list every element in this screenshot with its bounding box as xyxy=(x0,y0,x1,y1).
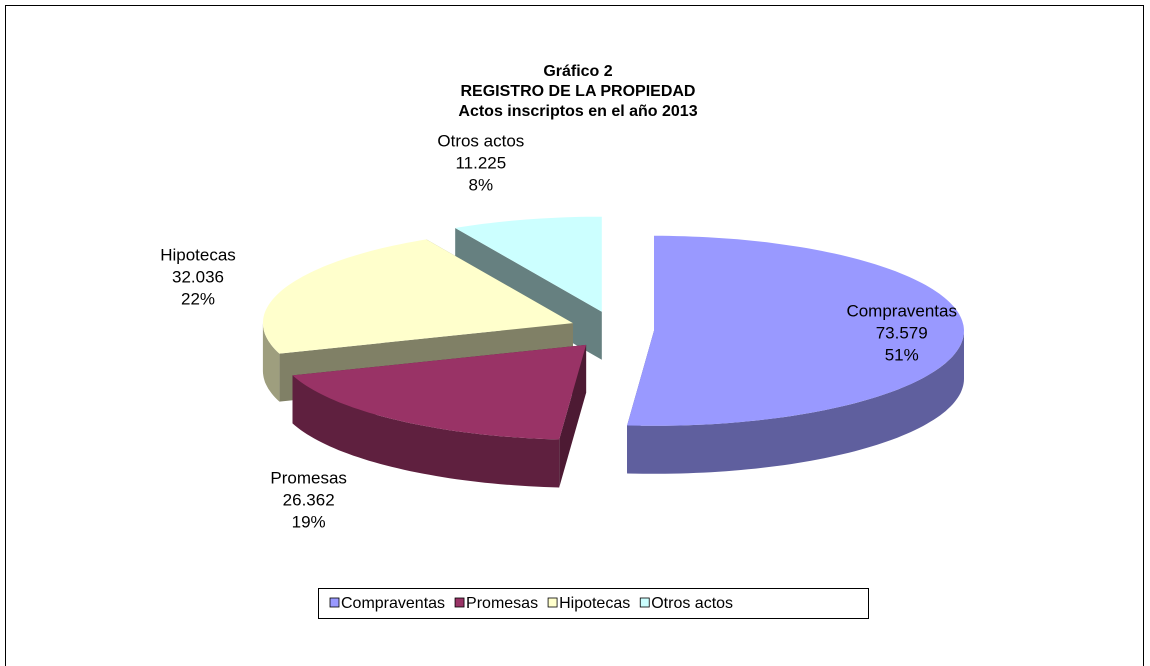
legend-swatch xyxy=(454,597,465,608)
slice xyxy=(262,239,573,354)
data-labels: Otros actos 11.225 8% Hipotecas 32.036 22% Com… xyxy=(160,132,957,532)
slice-side xyxy=(292,375,560,488)
legend-label: Compraventas xyxy=(341,595,445,612)
data-label: Compraventas xyxy=(846,302,957,321)
slice xyxy=(627,235,964,474)
chart-title: REGISTRO DE LA PROPIEDAD xyxy=(461,83,696,100)
legend-swatch xyxy=(639,597,650,608)
legend-box xyxy=(318,588,869,619)
slice xyxy=(455,216,602,312)
legend-swatch xyxy=(547,597,558,608)
data-label: Otros actos xyxy=(437,132,524,151)
data-label: 51% xyxy=(885,346,919,365)
chart-title: Actos inscriptos en el año 2013 xyxy=(458,103,697,120)
data-label: 32.036 xyxy=(172,267,224,286)
data-label: 26.362 xyxy=(283,491,335,510)
legend-swatch xyxy=(329,597,340,608)
chart-border xyxy=(5,5,1144,666)
data-label: 11.225 xyxy=(455,154,506,173)
legend-label: Hipotecas xyxy=(559,595,630,612)
data-label: 73.579 xyxy=(876,324,928,343)
data-label: Promesas xyxy=(270,469,347,488)
data-label: 8% xyxy=(469,176,494,195)
chart-title: Gráfico 2 xyxy=(543,63,612,80)
data-label: 19% xyxy=(292,513,326,532)
legend: Compraventas Promesas Hipotecas Otros actos xyxy=(329,595,733,612)
slice xyxy=(292,344,587,440)
legend-label: Otros actos xyxy=(651,595,733,612)
legend-label: Promesas xyxy=(466,595,538,612)
slice-side xyxy=(627,330,964,474)
pie xyxy=(262,216,964,488)
data-label: Hipotecas xyxy=(160,245,236,264)
slice xyxy=(627,235,964,426)
slice xyxy=(292,344,587,488)
slice-side xyxy=(262,323,280,402)
data-label: 22% xyxy=(181,289,215,308)
